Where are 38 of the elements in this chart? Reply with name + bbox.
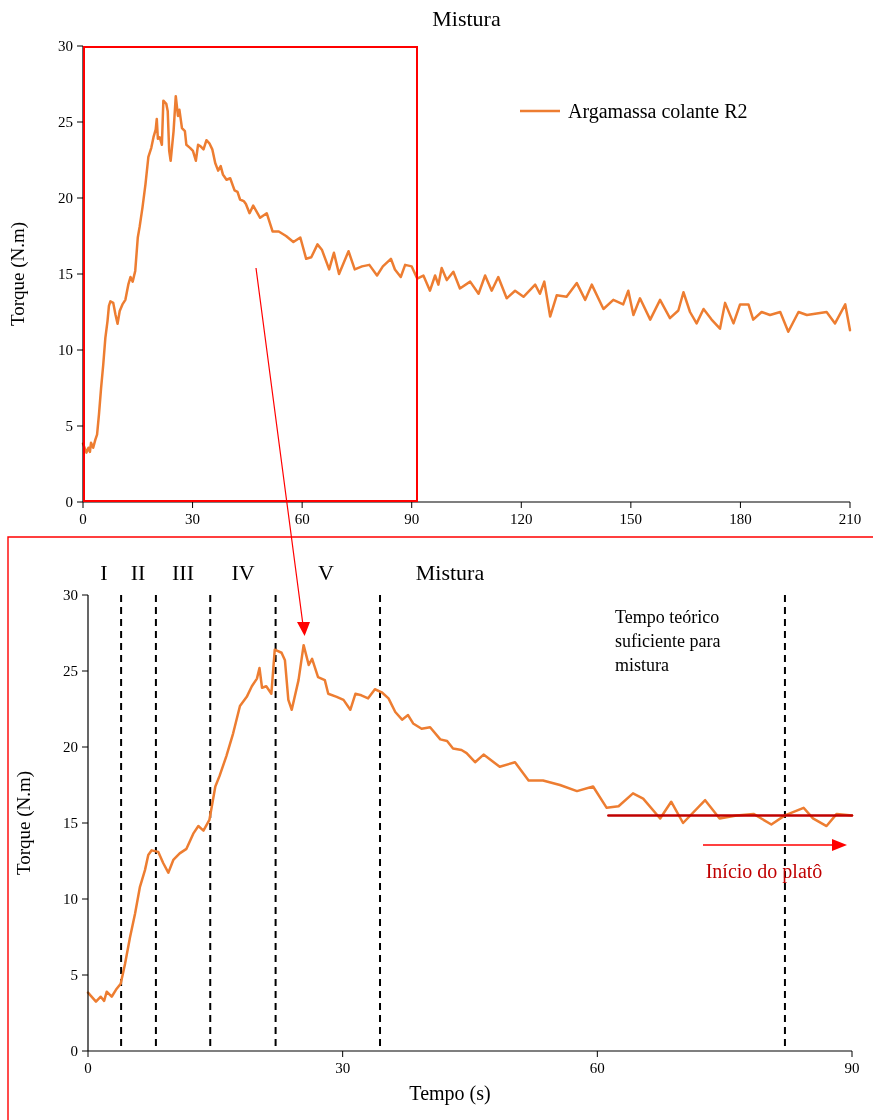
chart-title: Mistura (432, 6, 501, 31)
x-tick-label: 30 (185, 511, 201, 527)
y-tick-label: 25 (63, 663, 78, 679)
x-tick-label: 90 (844, 1060, 860, 1076)
y-tick-label: 30 (63, 587, 78, 603)
y-axis-title: Torque (N.m) (13, 770, 35, 876)
x-tick-label: 90 (404, 511, 420, 527)
y-axis-title: Torque (N.m) (7, 221, 29, 327)
text: III (172, 560, 194, 585)
x-tick-label: 0 (84, 1060, 92, 1076)
y-tick-label: 20 (63, 739, 78, 755)
chart-title: Mistura (415, 560, 485, 585)
y-tick-label: 0 (65, 494, 73, 510)
y-tick-label: 20 (58, 190, 73, 206)
x-tick-label: 60 (589, 1060, 605, 1076)
annotation: Início do platô (705, 860, 823, 883)
y-tick-label: 10 (63, 891, 78, 907)
x-tick-label: 180 (729, 511, 752, 527)
ref-line-label: Tempo teórico suficiente para mistura (614, 607, 721, 675)
text: I (100, 560, 108, 585)
text: II (130, 560, 146, 585)
legend-label: Argamassa colante R2 (568, 100, 748, 123)
y-tick-label: 15 (63, 815, 78, 831)
y-tick-label: 30 (58, 38, 73, 54)
x-tick-label: 60 (294, 511, 310, 527)
y-tick-label: 0 (70, 1043, 78, 1059)
text: V (318, 560, 335, 585)
y-tick-label: 15 (58, 266, 73, 282)
y-tick-label: 25 (58, 114, 73, 130)
y-tick-label: 10 (58, 342, 73, 358)
x-axis-title: Tempo (s) (409, 1082, 491, 1105)
x-tick-label: 210 (838, 511, 862, 527)
y-tick-label: 5 (70, 967, 78, 983)
x-tick-label: 150 (619, 511, 643, 527)
text: IV (231, 560, 255, 585)
y-tick-label: 5 (65, 418, 73, 434)
x-tick-label: 120 (510, 511, 533, 527)
x-tick-label: 30 (335, 1060, 351, 1076)
